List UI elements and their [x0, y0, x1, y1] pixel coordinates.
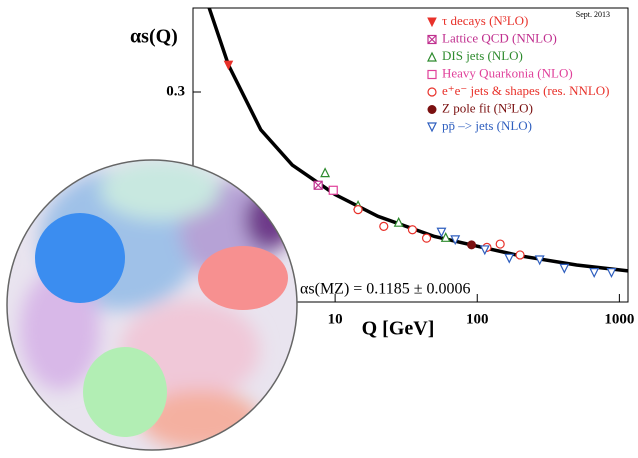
marker [379, 221, 389, 231]
marker [495, 239, 505, 249]
marker [407, 225, 418, 235]
marker [223, 60, 234, 71]
y-axis-label: αs(Q) [130, 26, 178, 48]
marker [427, 17, 437, 28]
legend-label: pp̄ –> jets (NLO) [442, 118, 532, 133]
marker [606, 268, 617, 278]
legend-label: Lattice QCD (NNLO) [442, 30, 557, 45]
stamp: Sept. 2013 [576, 10, 610, 19]
legend-label: Z pole fit (N³LO) [442, 100, 533, 115]
marker [479, 245, 490, 256]
legend: τ decays (N³LO) Lattice QCD (NNLO) DIS jet… [427, 13, 610, 133]
marker [534, 255, 545, 266]
marker [427, 51, 437, 62]
marker [467, 240, 477, 250]
marker-cross [427, 35, 437, 44]
axes-frame [192, 7, 629, 303]
legend-label: Heavy Quarkonia (NLO) [442, 65, 573, 80]
x-axis-label: Q [GeV] [362, 318, 435, 340]
marker [421, 233, 432, 243]
marker [450, 235, 461, 246]
marker [440, 231, 451, 242]
marker [353, 205, 363, 215]
legend-label: DIS jets (NLO) [442, 48, 523, 63]
x-tick-label: 10 [328, 311, 343, 327]
marker [393, 216, 404, 227]
plot-area: 10 100 1000 0.3 [166, 7, 634, 327]
annotation: αs(MZ) = 0.1185 ± 0.0006 [300, 281, 470, 298]
marker [320, 167, 331, 178]
marker [427, 122, 437, 133]
marker-cross [313, 180, 323, 190]
marker [515, 250, 525, 260]
x-tick-label: 1000 [604, 311, 634, 327]
marker [427, 69, 437, 80]
marker [427, 87, 437, 97]
legend-label: τ decays (N³LO) [442, 13, 528, 28]
legend-label: e⁺e⁻ jets & shapes (res. NNLO) [442, 83, 610, 98]
y-tick-label: 0.3 [166, 83, 185, 99]
marker [328, 185, 338, 195]
marker [589, 268, 600, 278]
marker [436, 227, 447, 238]
x-tick-label: 100 [466, 311, 489, 327]
marker [559, 263, 570, 274]
marker [427, 105, 437, 114]
marker [504, 253, 515, 264]
